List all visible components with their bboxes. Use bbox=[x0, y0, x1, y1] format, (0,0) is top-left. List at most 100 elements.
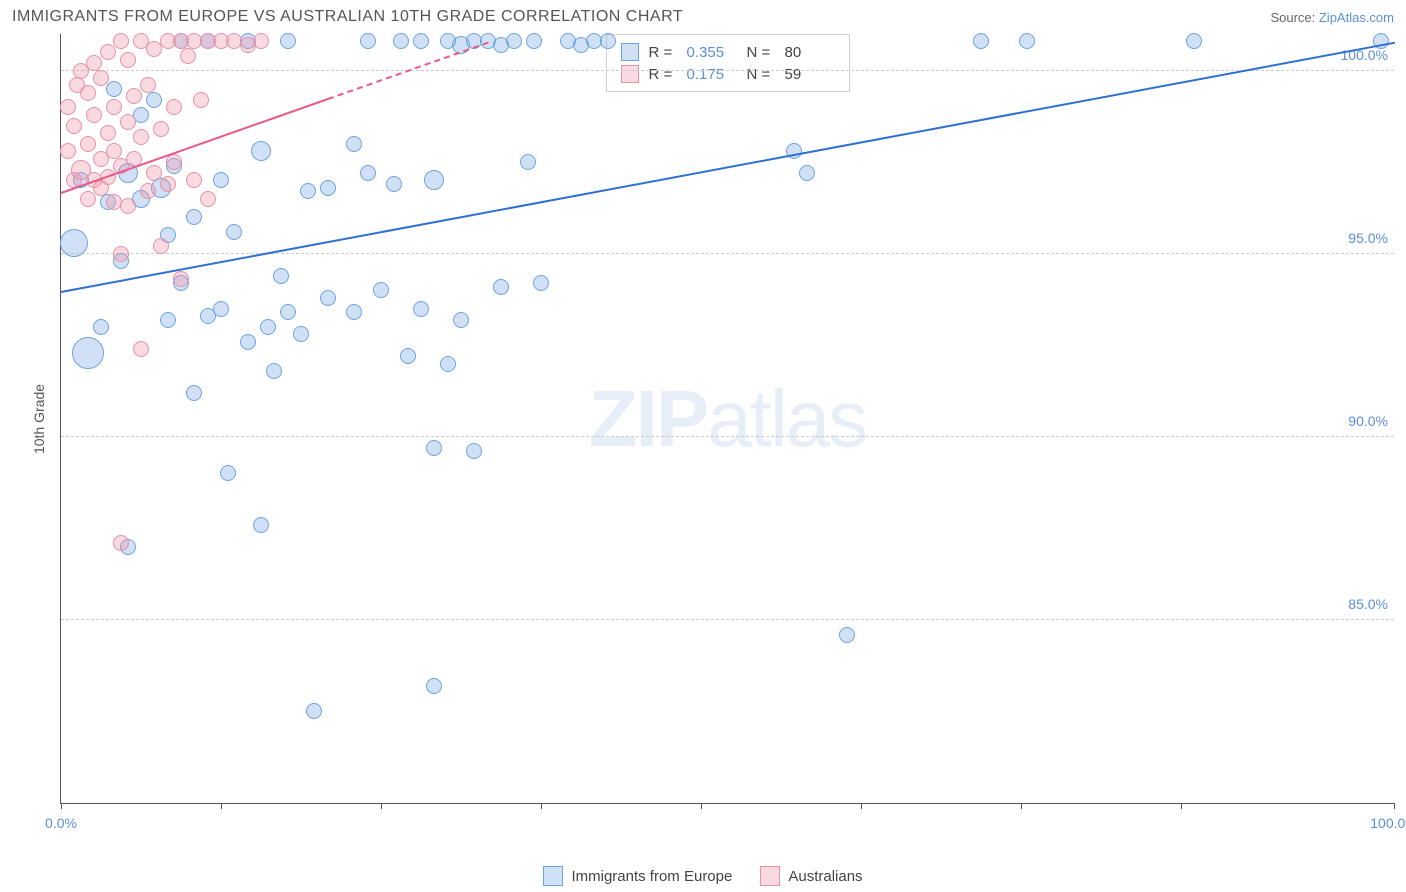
stats-legend-box: R = 0.355 N = 80 R = 0.175 N = 59 bbox=[606, 34, 850, 92]
scatter-point bbox=[360, 165, 376, 181]
scatter-point bbox=[93, 319, 109, 335]
scatter-point bbox=[300, 183, 316, 199]
scatter-point bbox=[106, 99, 122, 115]
scatter-point bbox=[386, 176, 402, 192]
scatter-point bbox=[320, 290, 336, 306]
x-tick bbox=[381, 803, 382, 809]
series-swatch bbox=[621, 43, 639, 61]
scatter-point bbox=[440, 356, 456, 372]
n-label: N = bbox=[747, 44, 775, 61]
scatter-point bbox=[426, 678, 442, 694]
scatter-point bbox=[251, 141, 271, 161]
scatter-point bbox=[493, 279, 509, 295]
scatter-point bbox=[260, 319, 276, 335]
plot-area: ZIPatlas R =0.355N =80R =0.175N =59 85.0… bbox=[60, 34, 1394, 804]
scatter-point bbox=[173, 271, 189, 287]
scatter-point bbox=[213, 172, 229, 188]
scatter-point bbox=[180, 48, 196, 64]
source-prefix: Source: bbox=[1270, 10, 1318, 25]
scatter-point bbox=[253, 517, 269, 533]
scatter-point bbox=[1186, 33, 1202, 49]
scatter-point bbox=[160, 176, 176, 192]
gridline bbox=[61, 70, 1394, 71]
scatter-point bbox=[240, 334, 256, 350]
scatter-point bbox=[86, 107, 102, 123]
scatter-point bbox=[140, 77, 156, 93]
scatter-point bbox=[293, 326, 309, 342]
scatter-point bbox=[93, 70, 109, 86]
scatter-point bbox=[273, 268, 289, 284]
x-tick bbox=[541, 803, 542, 809]
r-label: R = bbox=[649, 44, 677, 61]
bottom-legend: Immigrants from Europe Australians bbox=[0, 866, 1406, 886]
scatter-point bbox=[60, 229, 88, 257]
scatter-point bbox=[106, 81, 122, 97]
scatter-point bbox=[186, 172, 202, 188]
plot-container: 10th Grade ZIPatlas R =0.355N =80R =0.17… bbox=[12, 34, 1394, 804]
x-tick bbox=[221, 803, 222, 809]
scatter-point bbox=[72, 337, 104, 369]
scatter-point bbox=[200, 191, 216, 207]
source-link[interactable]: ZipAtlas.com bbox=[1319, 10, 1394, 25]
scatter-point bbox=[520, 154, 536, 170]
legend-item: Immigrants from Europe bbox=[543, 866, 732, 886]
scatter-point bbox=[253, 33, 269, 49]
scatter-point bbox=[453, 312, 469, 328]
scatter-point bbox=[424, 170, 444, 190]
scatter-point bbox=[133, 341, 149, 357]
scatter-point bbox=[133, 129, 149, 145]
scatter-point bbox=[360, 33, 376, 49]
scatter-point bbox=[533, 275, 549, 291]
scatter-point bbox=[113, 246, 129, 262]
scatter-point bbox=[166, 154, 182, 170]
scatter-point bbox=[220, 465, 236, 481]
scatter-point bbox=[100, 125, 116, 141]
scatter-point bbox=[126, 88, 142, 104]
n-value: 80 bbox=[785, 44, 835, 61]
scatter-point bbox=[193, 92, 209, 108]
scatter-point bbox=[226, 224, 242, 240]
n-label: N = bbox=[747, 66, 775, 83]
r-value: 0.355 bbox=[687, 44, 737, 61]
source-attribution: Source: ZipAtlas.com bbox=[1270, 10, 1394, 25]
r-value: 0.175 bbox=[687, 66, 737, 83]
scatter-point bbox=[973, 33, 989, 49]
scatter-point bbox=[113, 33, 129, 49]
x-tick-label: 0.0% bbox=[45, 815, 77, 831]
legend-swatch bbox=[760, 866, 780, 886]
scatter-point bbox=[346, 136, 362, 152]
scatter-point bbox=[306, 703, 322, 719]
chart-title: IMMIGRANTS FROM EUROPE VS AUSTRALIAN 10T… bbox=[12, 8, 683, 26]
scatter-point bbox=[280, 304, 296, 320]
scatter-point bbox=[526, 33, 542, 49]
scatter-point bbox=[280, 33, 296, 49]
scatter-point bbox=[140, 183, 156, 199]
scatter-point bbox=[266, 363, 282, 379]
scatter-point bbox=[413, 301, 429, 317]
scatter-point bbox=[186, 385, 202, 401]
scatter-point bbox=[106, 143, 122, 159]
legend-item: Australians bbox=[760, 866, 862, 886]
scatter-point bbox=[86, 55, 102, 71]
x-tick bbox=[1021, 803, 1022, 809]
gridline bbox=[61, 619, 1394, 620]
scatter-point bbox=[120, 52, 136, 68]
scatter-point bbox=[213, 301, 229, 317]
scatter-point bbox=[166, 99, 182, 115]
r-label: R = bbox=[649, 66, 677, 83]
scatter-point bbox=[1019, 33, 1035, 49]
scatter-point bbox=[346, 304, 362, 320]
scatter-point bbox=[839, 627, 855, 643]
y-axis-label: 10th Grade bbox=[31, 384, 47, 454]
legend-label: Australians bbox=[788, 868, 862, 885]
scatter-point bbox=[146, 165, 162, 181]
scatter-point bbox=[393, 33, 409, 49]
watermark-light: atlas bbox=[707, 374, 866, 463]
scatter-point bbox=[373, 282, 389, 298]
n-value: 59 bbox=[785, 66, 835, 83]
scatter-point bbox=[186, 209, 202, 225]
y-tick-label: 95.0% bbox=[1348, 230, 1388, 246]
scatter-point bbox=[66, 118, 82, 134]
y-tick-label: 85.0% bbox=[1348, 596, 1388, 612]
scatter-point bbox=[146, 92, 162, 108]
